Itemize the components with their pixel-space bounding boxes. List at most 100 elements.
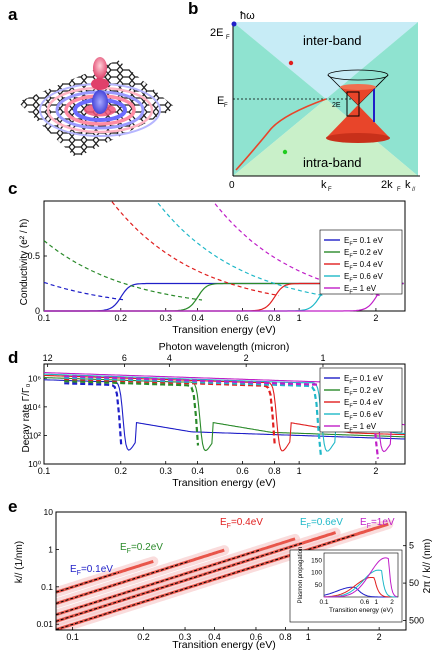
- intra-band-dot: [282, 149, 288, 155]
- panel-e-frame: [55, 511, 407, 631]
- x-tick-kf-sub: F: [328, 187, 332, 193]
- panel-e-plasmon-bands: [56, 519, 394, 630]
- y-tick-2ef-sub: F: [226, 35, 230, 41]
- c-x-tick-label: 0.1: [38, 313, 51, 323]
- panel-b-regions: [233, 22, 418, 176]
- e-annotation: EF=0.4eV: [220, 517, 263, 530]
- panel-c-y-label: Conductivity (e² / ħ): [19, 219, 30, 306]
- panel-label-a: a: [8, 5, 18, 24]
- e-inset-x-tick-label: 2: [390, 599, 394, 606]
- c-legend-label: EF= 0.2 eV: [344, 248, 383, 259]
- x-tick-kf: k: [321, 179, 327, 191]
- e-x-tick-label: 0.1: [66, 632, 79, 642]
- plasmon-dispersion-curve: [235, 98, 327, 171]
- d-dashed-curve: [64, 376, 322, 456]
- e-x-tick-label: 2: [377, 632, 382, 642]
- panel-c-ticks: 0.1 0.2 0.3 0.4 0.6 0.8 1 2 0 0.5: [27, 251, 378, 323]
- c-y-tick-label: 0: [35, 306, 40, 316]
- x-axis-sub: //: [412, 187, 416, 193]
- y-tick-2ef: 2E: [210, 27, 223, 39]
- dirac-cone-inset: [326, 69, 390, 143]
- c-x-tick-label: 0.4: [191, 313, 204, 323]
- e-analytic-dashed: [56, 542, 304, 622]
- y-tick-ef-sub: F: [224, 103, 228, 109]
- c-solid-curve: [44, 282, 404, 312]
- e-x-tick-label: 0.4: [208, 632, 221, 642]
- panel-e-ticks: 0.1 0.2 0.3 0.4 0.6 0.8 1 2 0.01 0.1 1 10 5 50 500: [36, 507, 424, 642]
- e-x-tick-label: 0.2: [137, 632, 150, 642]
- d-y-tick-label: 10²: [29, 430, 41, 440]
- e-inset-x-tick-label: 0.6: [360, 599, 369, 606]
- e-x-tick-label: 0.8: [279, 632, 292, 642]
- e-inset-y-tick-label: 50: [315, 582, 323, 589]
- e-x-tick-label: 0.3: [179, 632, 192, 642]
- d-x-tick-label: 2: [373, 466, 378, 476]
- e-analytic-dashed: [56, 571, 119, 593]
- panel-d-top-label: Photon wavelength (micron): [159, 341, 290, 353]
- e-x-tick-label: 1: [306, 632, 311, 642]
- region-intra-band: intra-band: [303, 155, 362, 170]
- d-y-tick-label: 10⁰: [28, 459, 41, 469]
- d-x-tick-label: 0.4: [191, 466, 204, 476]
- d-top-tick-label: 1: [320, 353, 325, 363]
- panel-c-x-label: Transition energy (eV): [172, 324, 276, 336]
- panel-label-d: d: [8, 348, 19, 367]
- e-y-tick-label: 1: [48, 544, 53, 554]
- c-x-tick-label: 0.6: [236, 313, 249, 323]
- d-x-tick-label: 0.6: [236, 466, 249, 476]
- e-inset-curve: [324, 557, 398, 598]
- d-solid-curve: [43, 379, 405, 451]
- panel-d-x-label: Transition energy (eV): [172, 477, 276, 489]
- e-inset-x-tick-label: 1: [374, 599, 378, 606]
- e-inset-frame: [323, 552, 399, 598]
- e-analytic-dashed: [56, 549, 261, 616]
- panel-e-y-label: k// (1/nm): [14, 541, 25, 583]
- e-inset-curve: [324, 577, 398, 598]
- c-x-tick-label: 1: [297, 313, 302, 323]
- c-legend-label: EF= 0.1 eV: [344, 236, 383, 247]
- e-y-tick-label: 0.01: [36, 619, 53, 629]
- panel-label-e: e: [8, 497, 18, 516]
- c-legend-label: EF= 0.4 eV: [344, 260, 383, 271]
- d-legend-label: EF= 0.1 eV: [344, 374, 383, 385]
- d-top-tick-label: 6: [122, 353, 127, 363]
- d-x-tick-label: 1: [297, 466, 302, 476]
- c-dashed-curve: [111, 201, 279, 297]
- panel-d-y-label: Decay rate Γ/Γ₀: [21, 383, 32, 452]
- d-top-tick-label: 12: [43, 353, 53, 363]
- e-inset-y-tick-label: 150: [311, 557, 322, 564]
- y-tick-ef: E: [217, 95, 224, 107]
- d-top-tick-label: 2: [244, 353, 249, 363]
- e-inset-x-label: Transition energy (eV): [329, 607, 393, 614]
- d-legend-label: EF= 1 eV: [344, 422, 377, 433]
- d-dashed-curve: [64, 375, 380, 459]
- e-annotation: EF=0.1eV: [70, 564, 113, 577]
- e-annotation: EF=0.2eV: [120, 542, 163, 555]
- panel-label-c: c: [8, 179, 18, 198]
- c-dashed-curve: [157, 202, 323, 296]
- d-dashed-curve: [64, 380, 200, 446]
- c-x-tick-label: 0.3: [159, 313, 172, 323]
- e-inset-box: [289, 549, 403, 623]
- c-legend-label: EF= 0.6 eV: [344, 272, 383, 283]
- d-legend-label: EF= 0.4 eV: [344, 398, 383, 409]
- x-tick-0: 0: [229, 180, 235, 191]
- c-y-tick-label: 0.5: [27, 251, 40, 261]
- e-right-tick-label: 5: [409, 541, 414, 551]
- d-x-tick-label: 0.2: [115, 466, 128, 476]
- axis-top-dot: [231, 21, 237, 27]
- e-annotation: EF=0.6eV: [300, 517, 343, 530]
- d-legend-label: EF= 0.6 eV: [344, 410, 383, 421]
- e-x-tick-label: 0.6: [250, 632, 263, 642]
- d-top-tick-label: 4: [167, 353, 172, 363]
- panel-d-frame: [43, 363, 406, 465]
- e-y-tick-label: 10: [44, 507, 54, 517]
- e-y-tick-label: 0.1: [41, 582, 53, 592]
- x-tick-2kf-sub: F: [397, 187, 401, 193]
- d-x-tick-label: 0.3: [159, 466, 172, 476]
